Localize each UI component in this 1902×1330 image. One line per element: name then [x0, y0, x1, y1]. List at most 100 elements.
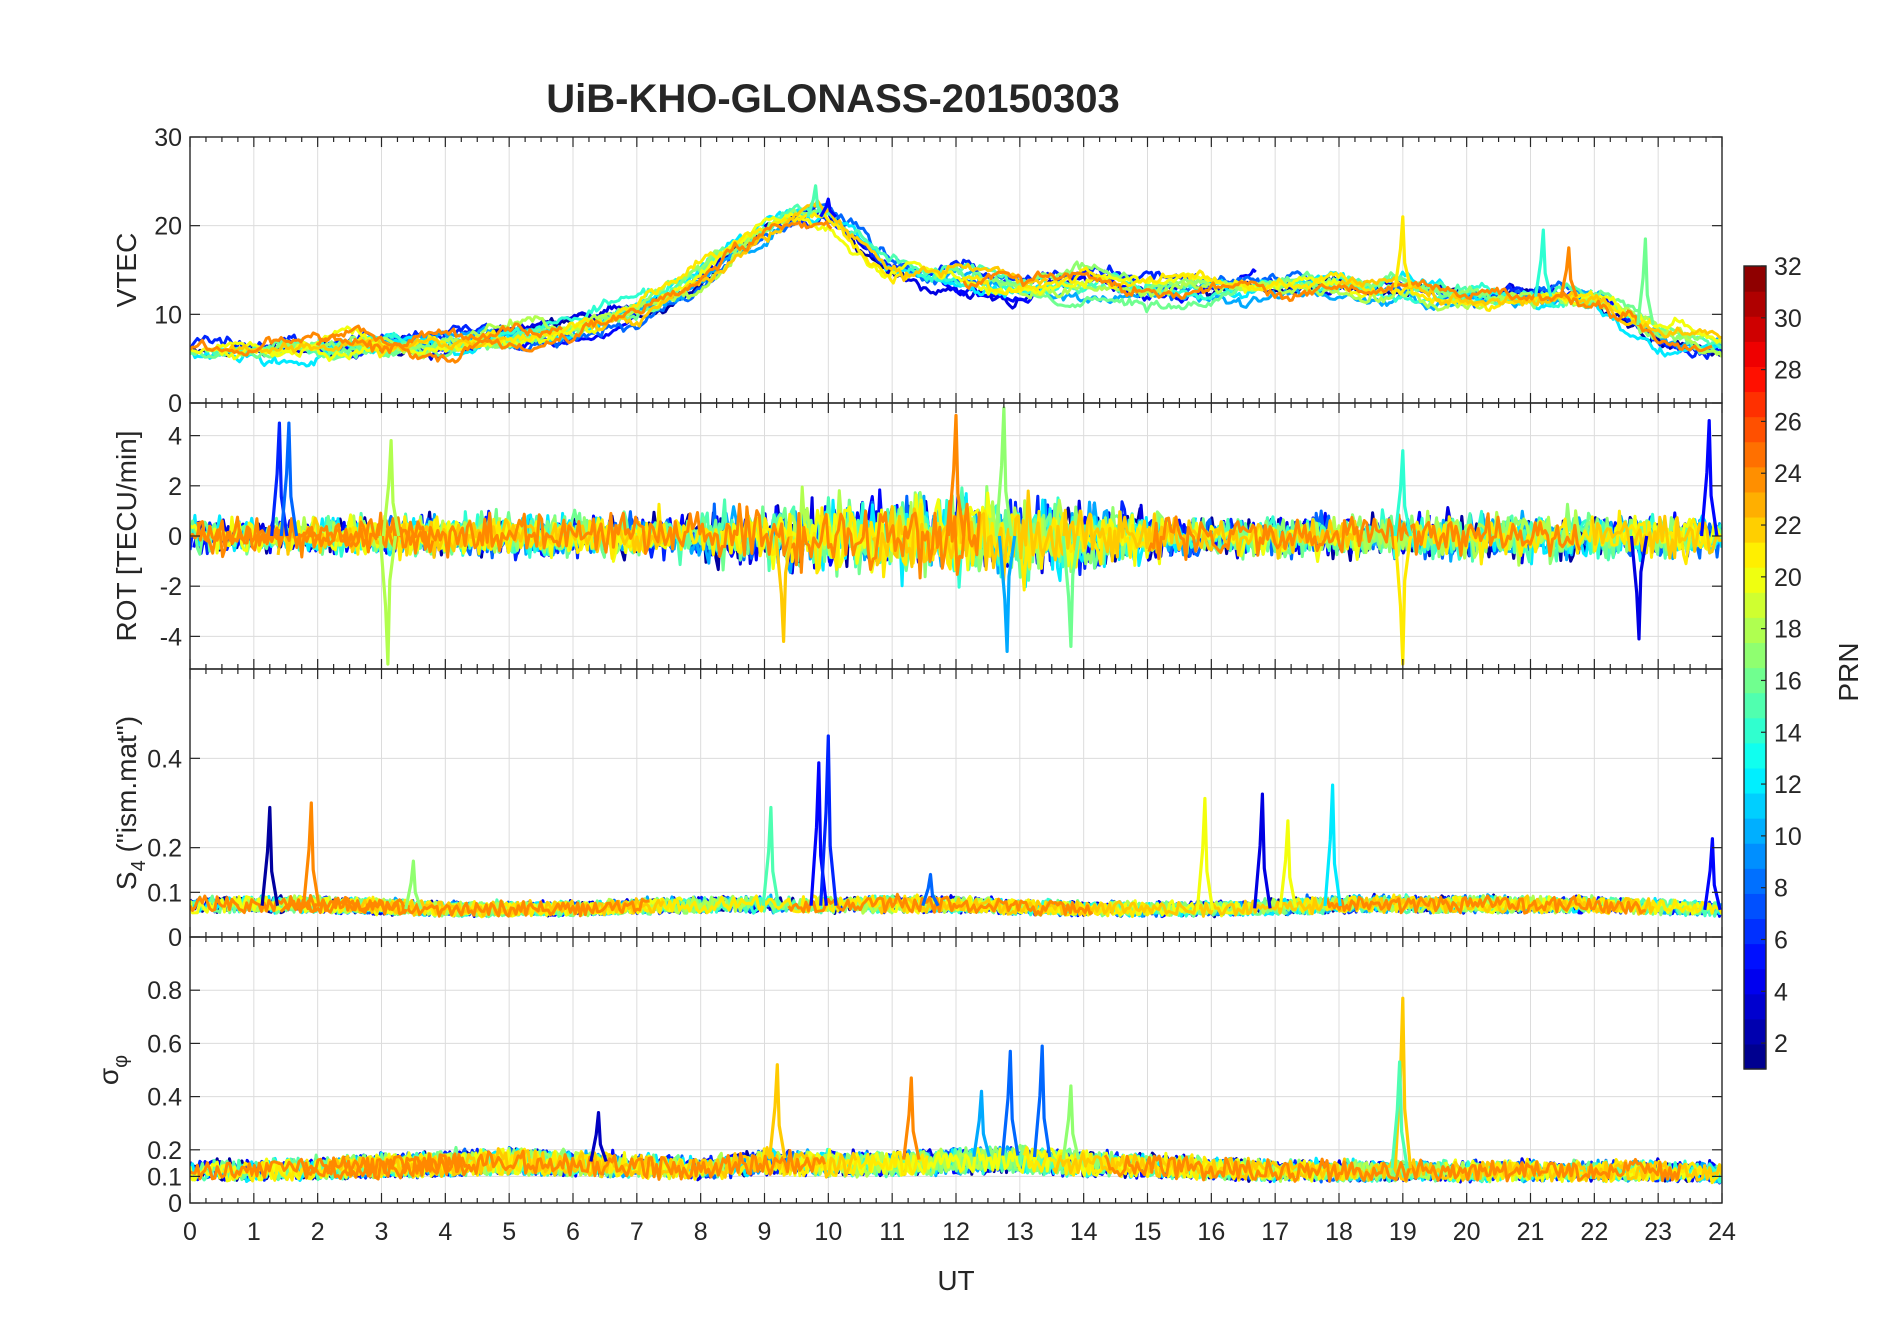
- colorbar-swatch: [1744, 441, 1766, 468]
- x-tick-label: 0: [183, 1218, 197, 1246]
- series-trace-prn-22: [276, 516, 665, 559]
- series-trace-prn-24: [190, 1152, 469, 1181]
- y-tick-label: -4: [160, 623, 182, 651]
- y-tick-label: 0.4: [147, 745, 182, 773]
- x-tick-label: 6: [566, 1218, 580, 1246]
- x-tick-label: 20: [1453, 1218, 1481, 1246]
- series-trace-prn-22: [1052, 1152, 1722, 1183]
- colorbar-swatch: [1744, 592, 1766, 618]
- data-peak-8: [589, 1111, 608, 1163]
- data-peak-7: [1195, 796, 1215, 911]
- x-tick-label: 8: [694, 1218, 708, 1246]
- y-tick-label: 4: [168, 423, 182, 451]
- data-peak-7: [997, 535, 1017, 653]
- x-tick-label: 4: [438, 1218, 452, 1246]
- y-tick-label: 0: [168, 1190, 182, 1218]
- panel-vtec: 0 10 20 30 VTEC: [111, 124, 1723, 418]
- colorbar-swatch: [1744, 341, 1766, 367]
- colorbar-swatch: [1744, 617, 1766, 644]
- colorbar-tick-label: 22: [1774, 512, 1802, 540]
- data-peak-10: [1393, 449, 1413, 537]
- x-tick-label: 23: [1644, 1218, 1672, 1246]
- data-peak-0: [260, 805, 280, 906]
- colorbar-tick-label: 14: [1774, 719, 1802, 747]
- colorbar-tick-label: 10: [1774, 823, 1802, 851]
- y-axis-label: S4 ("ism.mat"): [111, 716, 150, 890]
- colorbar-tick-label: 28: [1774, 357, 1802, 385]
- colorbar-swatch: [1744, 968, 1766, 995]
- data-peak-4: [774, 535, 793, 643]
- data-peak-8: [1061, 535, 1081, 648]
- colorbar-swatch: [1744, 366, 1766, 393]
- series-trace-prn-24: [190, 894, 411, 916]
- data-peak-3: [378, 535, 398, 666]
- colorbar-swatch: [1744, 692, 1766, 719]
- data-peak-11: [1629, 535, 1649, 641]
- colorbar-swatch: [1744, 792, 1766, 819]
- x-tick-label: 12: [942, 1218, 970, 1246]
- y-tick-label: 0.4: [147, 1084, 182, 1112]
- colorbar-swatch: [1744, 466, 1766, 493]
- x-tick-label: 5: [502, 1218, 516, 1246]
- colorbar-tick-label: 26: [1774, 408, 1802, 436]
- y-tick-label: 0: [168, 523, 182, 551]
- trace-group: [190, 406, 1722, 666]
- x-tick-label: 22: [1580, 1218, 1608, 1246]
- x-tick-label: 1: [247, 1218, 261, 1246]
- series-trace-prn-24: [962, 270, 1713, 353]
- colorbar-swatch: [1744, 818, 1766, 844]
- data-peak-1: [819, 197, 838, 218]
- x-tick-label: 14: [1070, 1218, 1098, 1246]
- panel-rot: -4 -2 0 2 4 ROT [TECU/min]: [111, 402, 1723, 670]
- x-tick-label: 2: [311, 1218, 325, 1246]
- data-peak-11: [1703, 837, 1722, 911]
- data-peak-5: [946, 413, 966, 537]
- y-tick-label: 0.1: [147, 879, 182, 907]
- trace-group: [190, 996, 1722, 1185]
- series-trace-prn-24: [1103, 1154, 1682, 1183]
- colorbar-tick-label: 32: [1774, 253, 1802, 281]
- colorbar-tick-label: 4: [1774, 978, 1788, 1006]
- chart-title: UiB-KHO-GLONASS-20150303: [546, 77, 1120, 121]
- data-peak-1: [902, 1076, 921, 1160]
- x-tick-label: 24: [1708, 1218, 1736, 1246]
- data-peak-2: [404, 859, 423, 910]
- colorbar-tick-label: 16: [1774, 667, 1802, 695]
- y-tick-label: 30: [154, 124, 182, 152]
- colorbar-swatch: [1744, 893, 1766, 920]
- colorbar-swatch: [1744, 642, 1766, 669]
- y-tick-label: -2: [160, 573, 182, 601]
- colorbar-swatch: [1744, 391, 1766, 418]
- colorbar-swatch: [1744, 1043, 1766, 1070]
- colorbar-swatch: [1744, 868, 1766, 894]
- series-trace-prn-22: [227, 336, 507, 355]
- x-tick-label: 15: [1134, 1218, 1162, 1246]
- data-peak-0: [806, 184, 825, 218]
- series-trace-prn-22: [1591, 514, 1722, 560]
- y-tick-label: 0.2: [147, 1137, 182, 1165]
- y-tick-label: 0.6: [147, 1030, 182, 1058]
- colorbar-swatch: [1744, 542, 1766, 568]
- colorbar-swatch: [1744, 416, 1766, 443]
- y-axis-label: σφ: [93, 1055, 132, 1085]
- y-tick-label: 20: [154, 213, 182, 241]
- x-tick-label: 17: [1261, 1218, 1289, 1246]
- trace-group: [190, 184, 1722, 368]
- colorbar-tick-label: 30: [1774, 305, 1802, 333]
- colorbar-tick-label: 8: [1774, 875, 1788, 903]
- y-axis-label: VTEC: [111, 233, 142, 308]
- x-tick-label: 16: [1197, 1218, 1225, 1246]
- colorbar-tick-label: 24: [1774, 460, 1802, 488]
- series-trace-prn-24: [190, 322, 564, 357]
- y-tick-label: 10: [154, 301, 182, 329]
- colorbar-swatch: [1744, 717, 1766, 744]
- data-peak-6: [921, 872, 940, 907]
- x-tick-label: 13: [1006, 1218, 1034, 1246]
- colorbar-swatch: [1744, 943, 1766, 970]
- colorbar-swatch: [1744, 993, 1766, 1020]
- series-trace-prn-24: [1325, 894, 1646, 915]
- colorbar-label: PRN: [1833, 642, 1864, 701]
- colorbar-swatch: [1744, 567, 1766, 593]
- y-tick-label: 2: [168, 473, 182, 501]
